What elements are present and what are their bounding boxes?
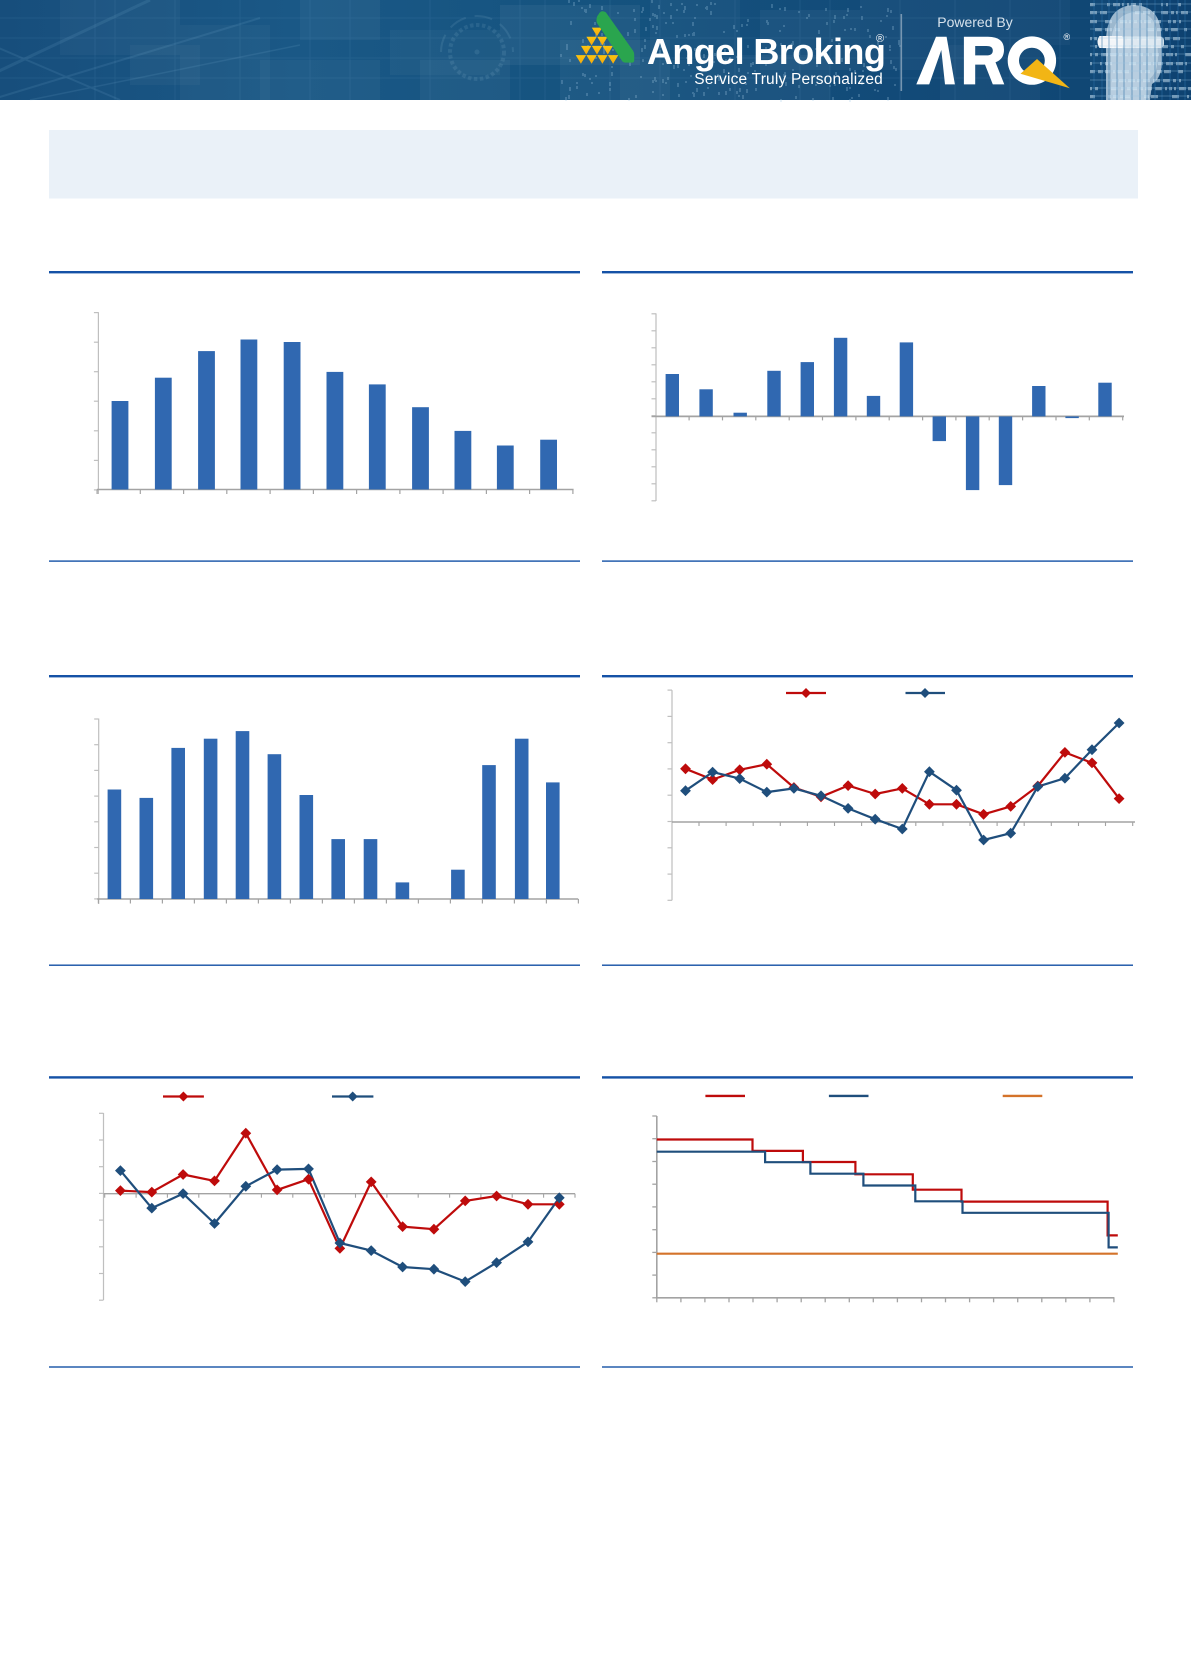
svg-text:Service Truly Personalized: Service Truly Personalized: [694, 71, 883, 88]
svg-text:®: ®: [876, 33, 884, 45]
svg-text:®: ®: [1064, 32, 1071, 42]
svg-text:Angel Broking: Angel Broking: [647, 31, 885, 72]
svg-text:Powered By: Powered By: [937, 14, 1012, 30]
